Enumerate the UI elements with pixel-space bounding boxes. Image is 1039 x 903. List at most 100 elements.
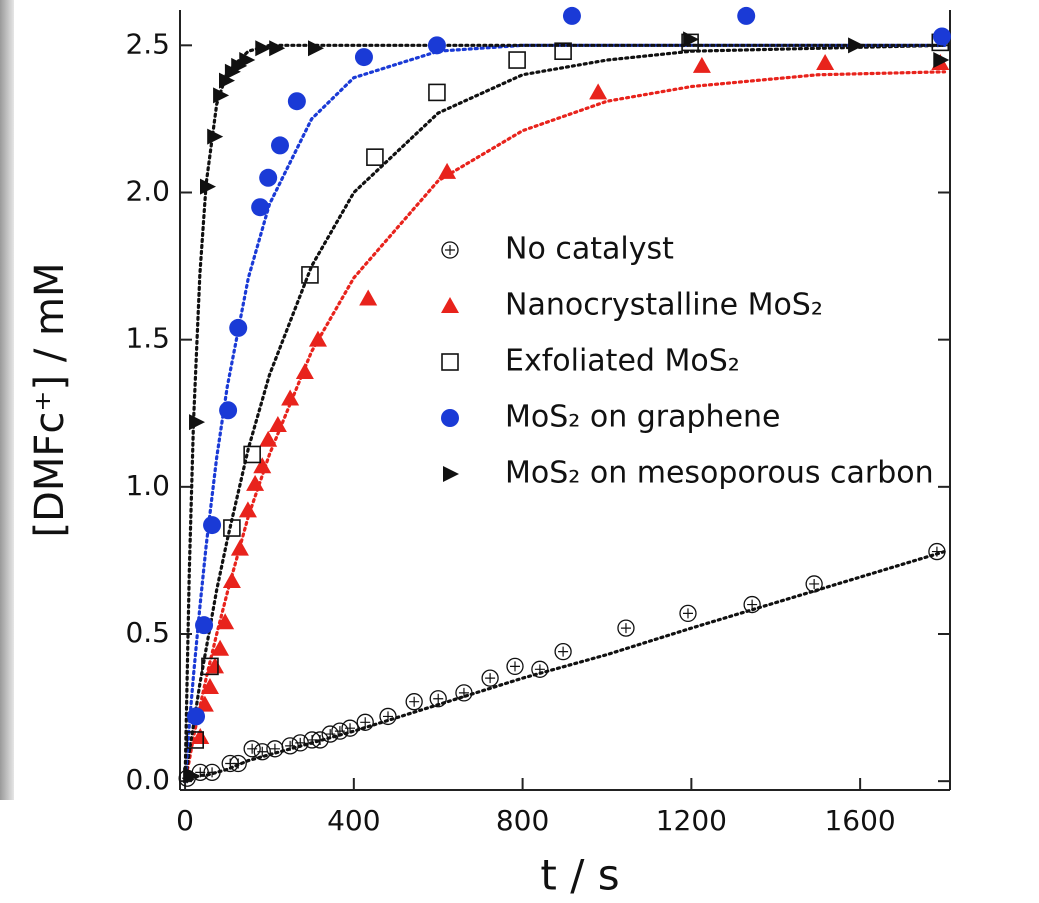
x-tick-label: 400 <box>327 804 380 837</box>
point-cross <box>207 767 218 778</box>
point <box>589 83 608 100</box>
point <box>243 445 261 464</box>
point-ring <box>281 737 299 755</box>
point <box>207 128 224 145</box>
point <box>281 737 299 755</box>
point-cross <box>534 664 545 675</box>
legend-entry: Exfoliated MoS₂ <box>441 344 740 379</box>
legend-marker <box>441 241 459 259</box>
point <box>203 763 221 781</box>
point <box>295 363 314 380</box>
point <box>211 639 230 656</box>
y-tick-label: 2.5 <box>125 27 170 60</box>
point-ring <box>203 763 221 781</box>
point <box>229 318 248 337</box>
point <box>816 53 835 70</box>
point <box>341 719 359 737</box>
point-ring <box>928 542 946 561</box>
point <box>508 51 526 69</box>
point <box>223 519 241 537</box>
point <box>291 734 309 752</box>
point <box>932 27 951 46</box>
y-tick-label: 0.0 <box>125 763 170 796</box>
point-ring <box>311 731 329 749</box>
point-cross <box>360 717 371 728</box>
point-cross <box>315 734 326 745</box>
point-cross <box>345 723 356 734</box>
point-cross <box>325 729 336 740</box>
point <box>681 33 699 52</box>
point <box>405 693 423 711</box>
x-tick-label: 800 <box>496 804 549 837</box>
point-ring <box>405 693 423 711</box>
point-cross <box>295 737 306 748</box>
legend-marker <box>441 297 459 313</box>
point <box>195 616 214 635</box>
point <box>216 613 235 630</box>
point-cross <box>233 758 244 769</box>
point-ring <box>455 684 473 702</box>
point-ring <box>531 660 549 678</box>
point-cross <box>510 661 521 672</box>
background-photo-edge <box>0 0 14 800</box>
point <box>243 740 261 758</box>
point-cross <box>257 746 268 757</box>
x-tick-label: 1600 <box>824 804 895 837</box>
point <box>200 677 219 694</box>
point <box>848 37 865 54</box>
point <box>455 684 473 702</box>
legend-label: Nanocrystalline MoS₂ <box>505 288 823 323</box>
point <box>213 87 230 104</box>
y-tick-label: 2.0 <box>125 174 170 207</box>
point-cross <box>433 693 444 704</box>
point <box>737 6 756 25</box>
legend-marker <box>441 409 459 427</box>
point <box>428 83 446 102</box>
point-ring <box>743 595 761 614</box>
point <box>268 416 287 433</box>
point <box>554 42 572 61</box>
legend-entry: No catalyst <box>441 232 674 267</box>
point-ring <box>617 619 635 637</box>
point <box>311 731 329 749</box>
point <box>203 516 222 535</box>
point <box>230 539 249 556</box>
point <box>281 389 300 406</box>
legend-marker <box>443 466 459 482</box>
point <box>308 330 327 347</box>
fit-line <box>183 549 947 783</box>
point-ring <box>229 754 247 773</box>
point-cross <box>269 743 280 754</box>
point <box>183 767 200 784</box>
point <box>554 643 572 661</box>
point-cross <box>620 623 631 634</box>
point <box>331 722 349 740</box>
point <box>255 40 272 57</box>
point-ring <box>441 241 459 259</box>
point <box>218 72 235 89</box>
point <box>191 728 210 745</box>
point <box>481 669 499 687</box>
point <box>308 40 325 57</box>
y-tick-label: 1.0 <box>125 469 170 502</box>
point-cross <box>383 711 394 722</box>
point <box>219 401 238 420</box>
point-ring <box>429 690 447 708</box>
point-ring <box>805 575 823 593</box>
point <box>195 695 214 712</box>
point <box>186 731 204 749</box>
point <box>805 575 823 593</box>
y-axis-label: [DMFc⁺] / mM <box>27 262 73 537</box>
point <box>253 743 271 761</box>
legend-entry: MoS₂ on mesoporous carbon <box>443 456 934 491</box>
point <box>506 657 524 676</box>
point <box>933 52 950 69</box>
point-ring <box>331 722 349 740</box>
point <box>246 474 265 491</box>
point-cross <box>682 608 693 619</box>
legend-label: No catalyst <box>505 232 674 267</box>
point <box>187 707 206 726</box>
point-ring <box>506 657 524 676</box>
point <box>531 660 549 678</box>
point-cross <box>247 743 258 754</box>
